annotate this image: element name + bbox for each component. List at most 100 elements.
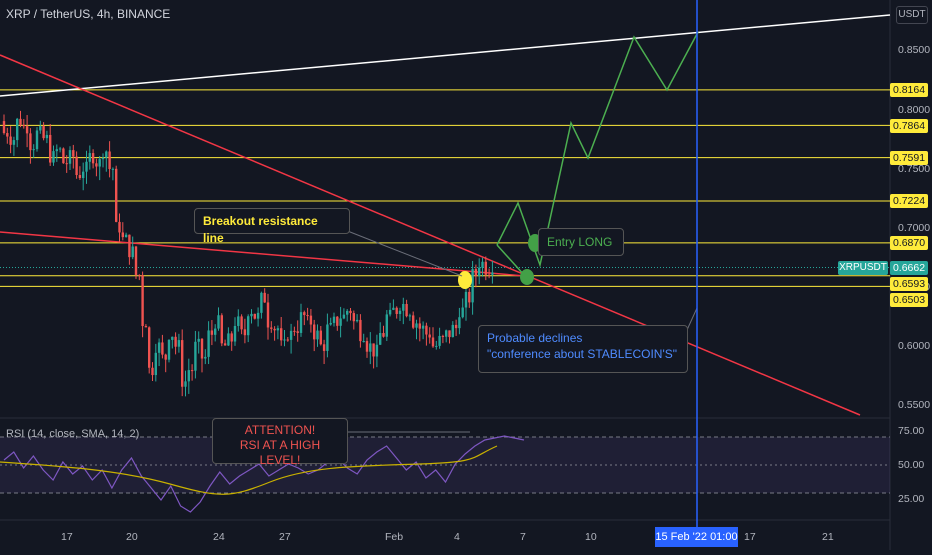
candle-body bbox=[322, 344, 326, 351]
candle-body bbox=[418, 323, 421, 329]
candle-body bbox=[448, 330, 451, 338]
candle-body bbox=[293, 330, 296, 332]
price-tick: 0.6000 bbox=[898, 340, 931, 352]
candle-body bbox=[161, 342, 164, 355]
candle-body bbox=[388, 309, 392, 315]
red-trendline-main bbox=[0, 54, 861, 416]
candle-body bbox=[438, 335, 441, 346]
candle-body bbox=[309, 315, 313, 325]
candle-body bbox=[326, 324, 329, 351]
candle-body bbox=[352, 313, 355, 322]
candle-body bbox=[220, 315, 223, 344]
time-cursor-label: 15 Feb '22 01:00 bbox=[655, 527, 738, 547]
candle-body bbox=[144, 326, 148, 328]
time-tick: 27 bbox=[279, 531, 291, 543]
candle-body bbox=[105, 151, 108, 158]
candle-body bbox=[451, 324, 454, 338]
declines-callout[interactable]: Probable declines "conference about STAB… bbox=[478, 325, 688, 373]
candle-body bbox=[289, 330, 293, 340]
candle-body bbox=[68, 150, 72, 164]
candle-body bbox=[164, 354, 167, 360]
chart-title: XRP / TetherUS, 4h, BINANCE bbox=[6, 7, 171, 21]
breakout-callout[interactable]: Breakout resistance line bbox=[194, 208, 350, 245]
candle-body bbox=[98, 159, 101, 167]
candle-body bbox=[431, 337, 435, 347]
candle-body bbox=[313, 324, 316, 340]
candle-body bbox=[200, 338, 204, 359]
candle-body bbox=[362, 341, 365, 343]
candle-body bbox=[339, 318, 342, 326]
candle-body bbox=[154, 352, 157, 376]
attention-text-1: ATTENTION! bbox=[244, 423, 316, 437]
price-tick: 0.5500 bbox=[898, 399, 931, 411]
candle-body bbox=[454, 324, 458, 329]
candle-body bbox=[260, 292, 263, 313]
candle-body bbox=[491, 272, 494, 275]
candle-body bbox=[306, 315, 309, 317]
time-tick: Feb bbox=[385, 531, 404, 543]
candle-body bbox=[118, 221, 121, 233]
candle-body bbox=[237, 316, 240, 326]
candle-body bbox=[131, 246, 134, 258]
candle-body bbox=[101, 157, 105, 160]
candle-body bbox=[174, 336, 177, 347]
candle-body bbox=[266, 302, 270, 328]
candle-body bbox=[121, 232, 124, 238]
currency-button[interactable]: USDT bbox=[896, 6, 928, 24]
level-tag: 0.6503 bbox=[890, 293, 928, 307]
candle-body bbox=[230, 333, 233, 342]
symbol-tag: XRPUSDT bbox=[838, 261, 888, 275]
time-tick: 21 bbox=[822, 531, 834, 543]
candle-body bbox=[181, 340, 184, 387]
time-tick: 17 bbox=[744, 531, 756, 543]
candle-body bbox=[425, 325, 428, 335]
candle-body bbox=[461, 307, 464, 318]
candle-body bbox=[157, 342, 161, 353]
candle-body bbox=[82, 171, 85, 179]
candle-body bbox=[75, 156, 78, 176]
candle-body bbox=[39, 126, 42, 131]
candle-body bbox=[395, 307, 398, 314]
candle-body bbox=[441, 335, 445, 337]
candle-body bbox=[484, 261, 487, 275]
forecast-path-start bbox=[496, 244, 526, 277]
level-tag: 0.6593 bbox=[890, 277, 928, 291]
candle-body bbox=[369, 343, 372, 352]
price-tick: 0.7500 bbox=[898, 163, 931, 175]
candle-body bbox=[217, 315, 220, 329]
candle-body bbox=[375, 344, 379, 357]
breakout-marker bbox=[458, 271, 472, 289]
candle-body bbox=[214, 328, 217, 335]
candle-body bbox=[42, 126, 45, 139]
declines-text-2: "conference about STABLECOIN'S" bbox=[487, 347, 678, 361]
candle-body bbox=[415, 323, 418, 328]
candle-body bbox=[435, 345, 438, 347]
candle-body bbox=[365, 341, 369, 352]
entry-marker bbox=[520, 269, 534, 285]
candle-body bbox=[141, 275, 144, 327]
candle-body bbox=[45, 134, 49, 139]
candle-body bbox=[316, 330, 319, 340]
time-tick: 4 bbox=[454, 531, 460, 543]
candle-body bbox=[342, 314, 346, 319]
candle-body bbox=[25, 126, 29, 134]
candle-body bbox=[247, 316, 250, 336]
candle-body bbox=[487, 274, 491, 276]
candle-body bbox=[58, 148, 62, 150]
candle-body bbox=[151, 367, 154, 376]
candle-body bbox=[171, 336, 174, 340]
entry-callout[interactable]: Entry LONG bbox=[538, 228, 624, 256]
candle-body bbox=[385, 314, 388, 337]
candle-body bbox=[16, 118, 19, 141]
rsi-title: RSI (14, close, SMA, 14, 2) bbox=[6, 428, 140, 440]
candle-body bbox=[243, 329, 247, 336]
candle-body bbox=[88, 153, 91, 162]
candle-body bbox=[445, 330, 448, 337]
candle-body bbox=[303, 312, 306, 316]
candle-body bbox=[194, 341, 197, 371]
candle-body bbox=[299, 312, 303, 333]
attention-callout[interactable]: ATTENTION! RSI AT A HIGH LEVEL! bbox=[212, 418, 348, 467]
red-trendline-short bbox=[0, 231, 526, 277]
